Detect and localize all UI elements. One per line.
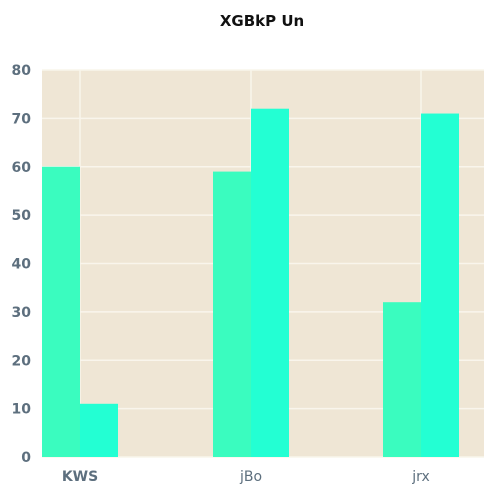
y-tick-label: 10 bbox=[12, 402, 32, 418]
y-tick-label: 30 bbox=[12, 305, 32, 321]
x-tick-label: jrx bbox=[411, 469, 430, 485]
bar-jrx-s2 bbox=[421, 113, 459, 457]
x-tick-label: jBo bbox=[239, 469, 262, 485]
chart-title: XGBkP Un bbox=[220, 12, 304, 30]
x-axis-ticks: KWS jBo jrx bbox=[62, 469, 430, 485]
y-tick-label: 0 bbox=[21, 450, 31, 466]
y-tick-label: 60 bbox=[12, 160, 32, 176]
bar-KWS-s2 bbox=[80, 403, 118, 457]
bar-KWS-s1 bbox=[42, 166, 80, 457]
y-tick-label: 40 bbox=[12, 257, 32, 273]
y-tick-label: 80 bbox=[12, 63, 32, 79]
y-axis-ticks: 0 10 20 30 40 50 60 70 80 bbox=[12, 63, 32, 466]
bars bbox=[42, 108, 459, 457]
x-tick-label: KWS bbox=[62, 469, 98, 485]
bar-jBo-s2 bbox=[251, 108, 289, 457]
y-tick-label: 50 bbox=[12, 208, 32, 224]
y-tick-label: 70 bbox=[12, 111, 32, 127]
bar-jBo-s1 bbox=[213, 171, 251, 457]
bar-jrx-s1 bbox=[383, 302, 421, 457]
y-tick-label: 20 bbox=[12, 353, 32, 369]
